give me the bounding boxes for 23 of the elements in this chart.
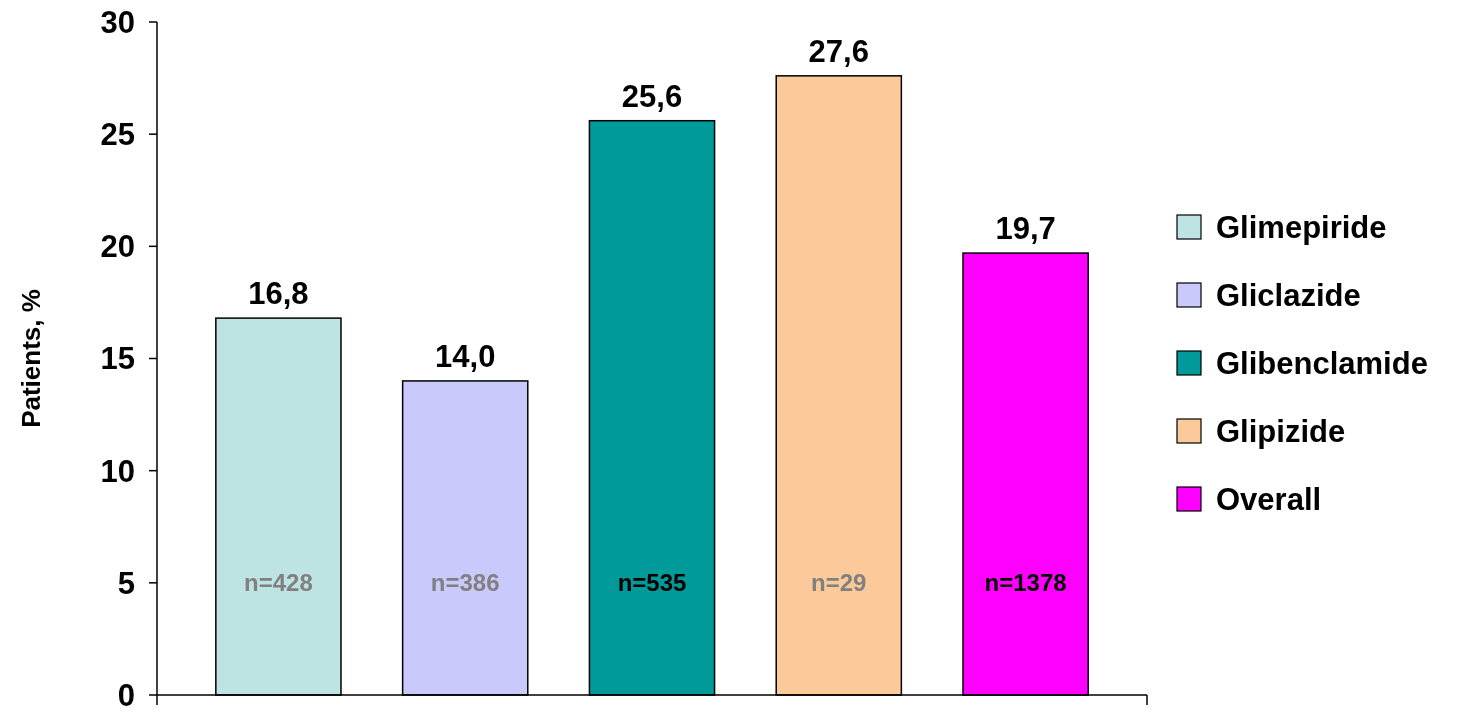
data-label: 16,8 [248,276,309,312]
legend-label: Glibenclamide [1216,345,1428,381]
data-label: 25,6 [621,78,683,114]
y-tick-label: 10 [100,453,135,489]
y-tick-label: 20 [100,229,135,265]
data-label: 27,6 [808,33,869,69]
y-tick-label: 0 [117,677,135,713]
annotation: n=1378 [984,569,1067,597]
y-tick-label: 30 [100,4,135,40]
y-axis-title: Patients, % [16,289,46,428]
data-label: 14,0 [435,338,496,374]
y-tick-label: 5 [117,565,135,601]
y-tick-label: 15 [100,341,135,377]
legend-label: Glipizide [1216,413,1346,449]
annotation: n=386 [430,569,500,597]
annotation: n=428 [244,569,313,597]
annotation: n=535 [617,569,687,597]
data-label: 19,7 [995,211,1056,247]
annotation: n=29 [811,569,867,597]
legend-label: Overall [1216,481,1322,517]
y-tick-label: 25 [100,117,135,153]
legend-label: Gliclazide [1216,277,1361,313]
legend-label: Glimepiride [1216,209,1387,245]
